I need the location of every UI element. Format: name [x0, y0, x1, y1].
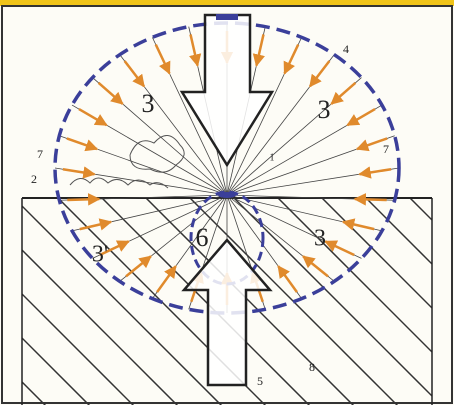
- label: 3: [142, 89, 155, 118]
- arrow: [123, 60, 146, 88]
- label: 5: [257, 374, 263, 388]
- label: 6: [196, 223, 209, 252]
- hatch-line: [145, 198, 355, 405]
- arrow: [79, 218, 113, 231]
- label: 8: [309, 360, 315, 374]
- arrow: [277, 265, 298, 293]
- arrow: [66, 137, 99, 152]
- hatch-line: [22, 248, 179, 405]
- arrow: [67, 193, 101, 206]
- marker: [216, 14, 238, 20]
- label: 7: [37, 147, 43, 161]
- arrow: [346, 108, 376, 127]
- hatch-line: [321, 198, 432, 310]
- load-arrow-down: [179, 13, 275, 168]
- hatching: [22, 198, 432, 405]
- top-border: [0, 0, 454, 6]
- arrow: [252, 34, 265, 67]
- frame: [1, 5, 453, 404]
- load-arrow-up: [181, 238, 273, 387]
- hatch-line: [22, 204, 223, 405]
- center-mark: [218, 192, 236, 198]
- arrow: [341, 218, 375, 231]
- arrow: [308, 60, 331, 88]
- label: 1: [270, 152, 275, 163]
- label: 3: [318, 95, 331, 124]
- hatch-line: [22, 336, 91, 405]
- arrow: [324, 240, 355, 257]
- label: 2: [31, 172, 37, 186]
- hatch-line: [277, 198, 432, 354]
- arrow: [154, 44, 171, 75]
- arrow: [78, 108, 108, 127]
- arrow: [283, 44, 300, 75]
- label: 3: [314, 226, 326, 252]
- hatch-line: [233, 198, 432, 398]
- hatch-line: [22, 292, 135, 405]
- arrow: [156, 265, 177, 293]
- arrow: [355, 137, 388, 152]
- label: 7: [383, 142, 389, 156]
- label: 4: [343, 42, 349, 56]
- debris-sketch: [69, 135, 185, 189]
- arrow: [189, 34, 202, 67]
- arrow: [99, 240, 130, 257]
- arrow: [358, 166, 392, 179]
- arrow: [353, 193, 387, 206]
- arrow: [62, 166, 96, 179]
- arrow: [97, 81, 124, 105]
- hatch-line: [365, 198, 432, 266]
- arrow: [330, 81, 357, 105]
- arrow: [125, 255, 152, 278]
- label: 3': [92, 242, 108, 268]
- arrow: [302, 255, 329, 278]
- pressure-arrows: [62, 31, 392, 305]
